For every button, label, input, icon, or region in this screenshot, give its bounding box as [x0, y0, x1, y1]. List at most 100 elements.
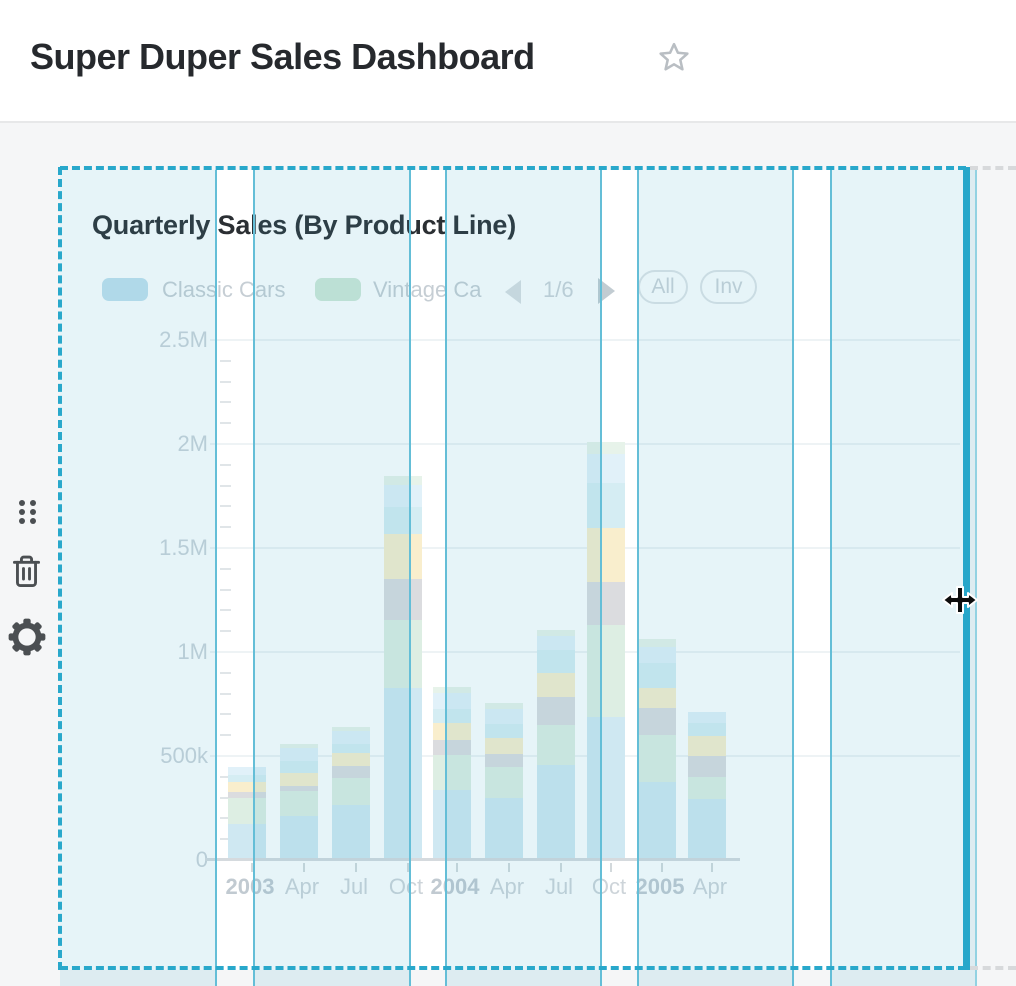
bar-segment	[384, 578, 422, 620]
x-axis-tick	[560, 863, 562, 872]
legend-next-page-chevron-right-icon[interactable]	[598, 278, 615, 304]
bar-segment	[332, 743, 370, 753]
x-axis-tick-label: 2003	[225, 874, 275, 899]
favorite-star-icon[interactable]	[656, 40, 692, 76]
y-axis-minor-tick	[220, 775, 231, 778]
x-axis-tick-label: Jul	[339, 874, 369, 899]
bar-segment	[485, 738, 523, 754]
bar-segment	[587, 528, 625, 582]
x-axis-tick	[355, 863, 357, 872]
y-axis-minor-tick	[220, 671, 231, 674]
y-axis-minor-tick	[220, 463, 231, 466]
bar-segment	[537, 629, 575, 636]
bar-segment	[537, 725, 575, 765]
gridline	[210, 547, 960, 549]
gridline	[210, 443, 960, 445]
y-axis-minor-tick	[220, 505, 231, 508]
y-axis-minor-tick	[220, 713, 231, 716]
resize-handle-right[interactable]	[963, 167, 970, 970]
x-axis-tick	[407, 863, 409, 872]
selection-border-top	[60, 166, 966, 170]
bar-segment	[485, 723, 523, 739]
bar-segment	[537, 764, 575, 860]
bar-segment	[280, 747, 318, 761]
y-axis-minor-tick	[220, 796, 231, 799]
x-axis-line	[205, 858, 740, 861]
bar-segment	[280, 791, 318, 817]
selection-border-bottom	[60, 966, 966, 970]
chart-widget[interactable]: 0 500k 1M 1.5M 2M 2.5M 2003 Apr Jul Oct 2004 Apr Jul…	[60, 170, 968, 970]
y-axis-minor-tick	[220, 380, 231, 383]
bar-segment	[587, 581, 625, 625]
bar-segment	[485, 709, 523, 724]
x-axis-tick	[610, 863, 612, 872]
bar-segment	[638, 646, 676, 663]
bar-segment	[537, 649, 575, 673]
y-axis-minor-tick	[220, 359, 231, 362]
bar-segment	[485, 702, 523, 710]
y-axis-minor-tick	[220, 630, 231, 633]
bar-segment	[228, 824, 266, 860]
x-axis-tick-label: Oct	[591, 874, 627, 899]
x-axis-tick	[456, 863, 458, 872]
x-axis-tick	[508, 863, 510, 872]
bar-segment	[638, 662, 676, 688]
legend-all-button[interactable]: All	[638, 270, 688, 304]
bar-segment	[332, 766, 370, 778]
bar-segment	[587, 716, 625, 860]
bar-segment	[688, 777, 726, 800]
chart-legend: Classic Cars Vintage Ca 1/6 All Inv	[60, 170, 968, 320]
selection-border-left	[58, 167, 62, 970]
legend-invert-button[interactable]: Inv	[700, 270, 757, 304]
y-axis-tick-label: 0	[195, 847, 208, 872]
y-axis-minor-tick	[220, 588, 231, 591]
y-axis-minor-tick	[220, 567, 231, 570]
bar-segment	[638, 707, 676, 735]
bar-segment	[587, 441, 625, 455]
bar-segment	[537, 673, 575, 697]
drag-handle-icon[interactable]	[16, 498, 40, 531]
legend-swatch	[315, 278, 361, 301]
bar-segment	[228, 766, 266, 775]
bar-segment	[280, 816, 318, 860]
bar-segment	[228, 774, 266, 782]
bar-segment	[433, 754, 471, 790]
x-axis-tick-label: Jul	[544, 874, 574, 899]
bar-segment	[280, 772, 318, 786]
y-axis-tick-label: 500k	[160, 743, 208, 768]
bar-segment	[433, 708, 471, 724]
legend-prev-page-chevron-left-icon[interactable]	[505, 280, 521, 304]
bar-segment	[587, 624, 625, 717]
y-axis-tick-label: 1.5M	[159, 535, 208, 560]
bar-segment	[228, 781, 266, 792]
bar-segment	[638, 687, 676, 708]
bar-segment	[537, 696, 575, 725]
bar-segment	[280, 760, 318, 773]
y-axis-tick-label: 2M	[177, 431, 208, 456]
bar-segment	[332, 777, 370, 805]
bar-segment	[384, 475, 422, 485]
bar-segment	[537, 635, 575, 650]
x-axis-tick-label: 2005	[635, 874, 685, 899]
bar-segment	[433, 739, 471, 755]
bar-segment	[688, 711, 726, 723]
gridline	[210, 755, 960, 757]
bar-segment	[587, 454, 625, 483]
legend-swatch	[102, 278, 148, 301]
bar-segment	[485, 767, 523, 798]
bar-segment	[688, 722, 726, 737]
x-axis-tick	[711, 863, 713, 872]
gridline	[210, 339, 960, 341]
bar-segment	[688, 736, 726, 756]
bar-segment	[384, 687, 422, 860]
settings-gear-icon[interactable]	[6, 616, 48, 663]
bar-segment	[433, 693, 471, 709]
x-axis-tick	[303, 863, 305, 872]
bar-segment	[384, 484, 422, 507]
y-axis-minor-tick	[220, 734, 231, 737]
dashboard-header: Super Duper Sales Dashboard	[0, 0, 1016, 123]
ghost-outline-bottom	[970, 966, 1016, 970]
bar-segment	[280, 743, 318, 748]
trash-icon[interactable]	[10, 553, 43, 595]
bar-segment	[688, 756, 726, 777]
